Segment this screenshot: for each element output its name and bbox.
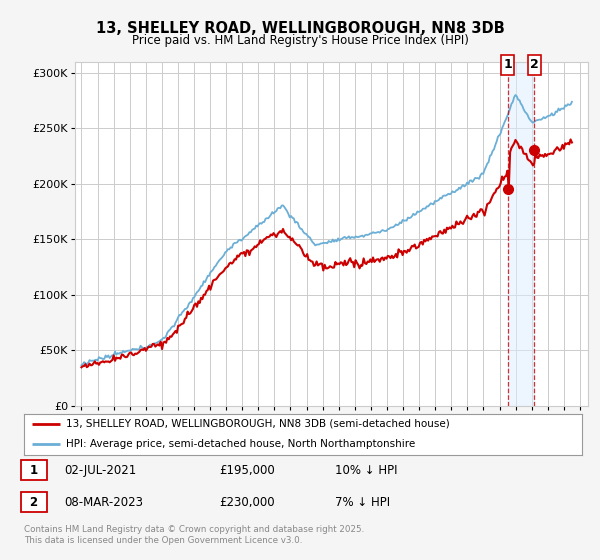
Text: £230,000: £230,000 <box>220 496 275 508</box>
Text: 1: 1 <box>503 58 512 72</box>
Bar <box>508 62 535 406</box>
Text: Price paid vs. HM Land Registry's House Price Index (HPI): Price paid vs. HM Land Registry's House … <box>131 34 469 46</box>
Text: 13, SHELLEY ROAD, WELLINGBOROUGH, NN8 3DB (semi-detached house): 13, SHELLEY ROAD, WELLINGBOROUGH, NN8 3D… <box>66 419 449 429</box>
Text: 02-JUL-2021: 02-JUL-2021 <box>64 464 136 477</box>
FancyBboxPatch shape <box>20 492 47 512</box>
Text: 1: 1 <box>29 464 38 477</box>
Text: 08-MAR-2023: 08-MAR-2023 <box>64 496 143 508</box>
Text: £195,000: £195,000 <box>220 464 275 477</box>
Text: Contains HM Land Registry data © Crown copyright and database right 2025.
This d: Contains HM Land Registry data © Crown c… <box>24 525 364 545</box>
Text: 10% ↓ HPI: 10% ↓ HPI <box>335 464 397 477</box>
Text: 2: 2 <box>530 58 539 72</box>
Bar <box>527 55 541 75</box>
Text: 13, SHELLEY ROAD, WELLINGBOROUGH, NN8 3DB: 13, SHELLEY ROAD, WELLINGBOROUGH, NN8 3D… <box>95 21 505 36</box>
Text: 2: 2 <box>29 496 38 508</box>
FancyBboxPatch shape <box>20 460 47 480</box>
Text: HPI: Average price, semi-detached house, North Northamptonshire: HPI: Average price, semi-detached house,… <box>66 439 415 449</box>
Bar <box>501 55 514 75</box>
Text: 7% ↓ HPI: 7% ↓ HPI <box>335 496 389 508</box>
